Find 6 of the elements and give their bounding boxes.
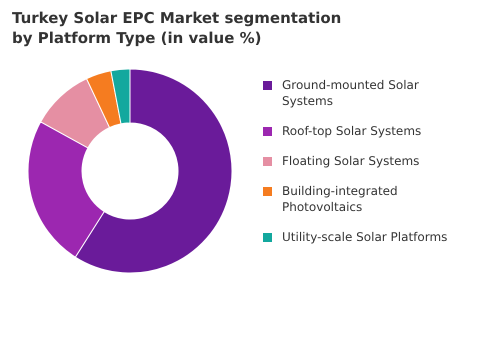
chart-title: Turkey Solar EPC Market segmentation by Platform Type (in value %) <box>12 8 342 48</box>
legend-label: Utility-scale Solar Platforms <box>282 229 448 245</box>
legend-label: Ground-mounted Solar Systems <box>282 77 420 109</box>
legend-label: Roof-top Solar Systems <box>282 123 422 139</box>
legend-label: Building-integrated Photovoltaics <box>282 183 399 215</box>
legend-label: Floating Solar Systems <box>282 153 420 169</box>
